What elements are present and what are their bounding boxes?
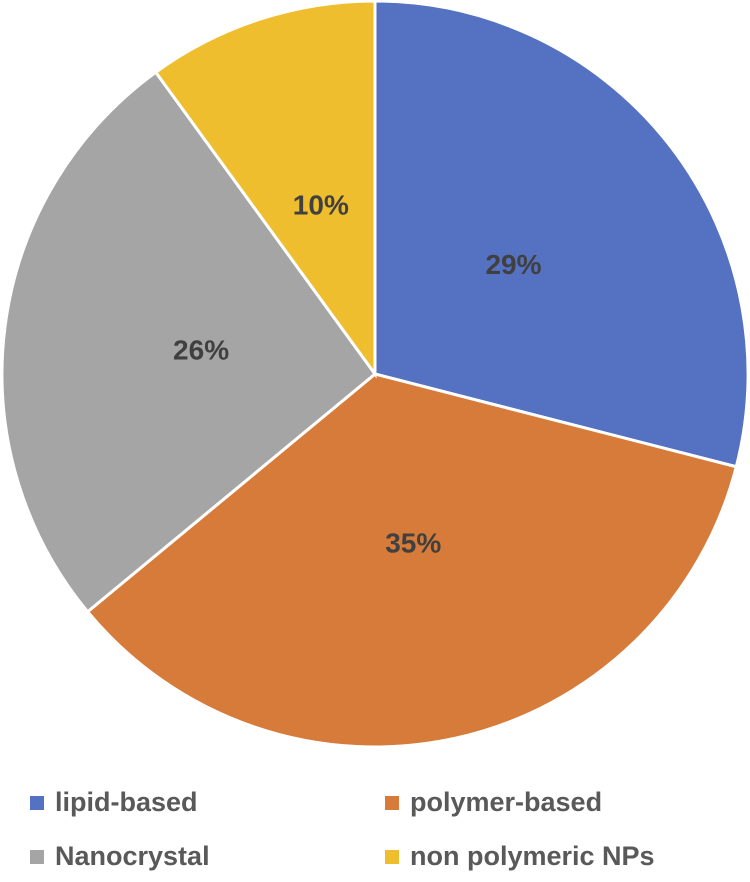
data-label: 29% [485, 249, 541, 280]
data-label: 10% [293, 190, 349, 221]
legend-swatch [30, 796, 44, 810]
pie-slice [153, 0, 377, 379]
data-label: 26% [173, 334, 229, 365]
pie-slice [373, 0, 750, 469]
pie-slice [0, 70, 378, 614]
pie-slice [85, 372, 739, 749]
legend-label: Nanocrystal [55, 841, 210, 871]
legend-label: lipid-based [55, 787, 198, 817]
legend-label: non polymeric NPs [410, 841, 655, 871]
legend-swatch [385, 850, 399, 864]
legend-swatch [30, 850, 44, 864]
legend-label: polymer-based [410, 787, 602, 817]
data-label: 35% [385, 527, 441, 558]
legend-swatch [385, 796, 399, 810]
